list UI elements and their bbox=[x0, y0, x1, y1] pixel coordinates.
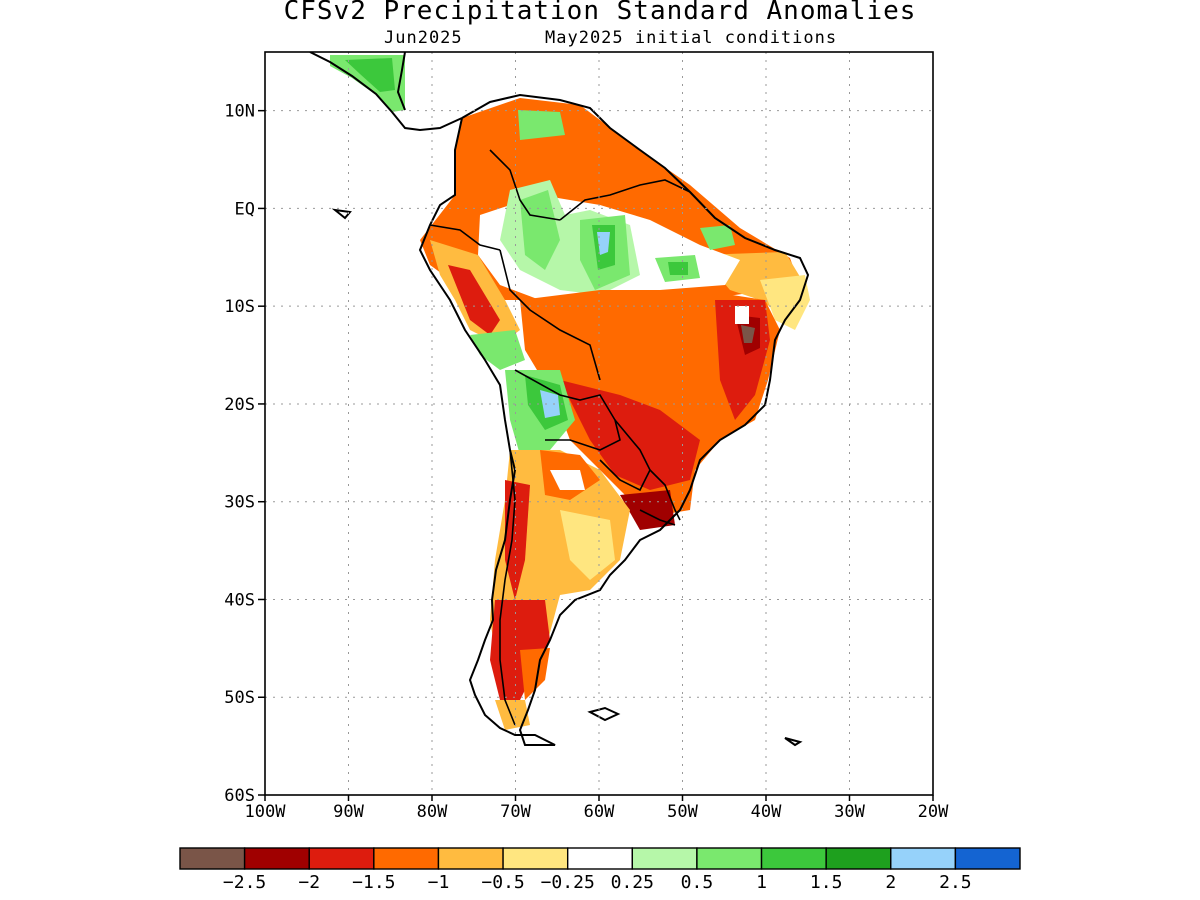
colorbar-label: 1.5 bbox=[810, 872, 843, 893]
colorbar-swatch bbox=[631, 847, 698, 870]
falkland-islands bbox=[587, 706, 621, 722]
border-argentina-chile bbox=[499, 449, 516, 726]
lon-tick-label: 60W bbox=[584, 802, 615, 822]
anomaly-amazon-wet bbox=[520, 190, 560, 270]
lat-tick-label: EQ bbox=[235, 199, 255, 219]
colorbar-swatch bbox=[760, 847, 827, 870]
lat-tick-label: 20S bbox=[224, 395, 255, 415]
central-america-coast bbox=[309, 52, 463, 132]
colorbar-swatch bbox=[179, 847, 246, 870]
south-georgia bbox=[784, 737, 803, 747]
anomaly-coast-yellow bbox=[760, 275, 810, 330]
border-venezuela-brazil bbox=[559, 179, 691, 221]
colorbar-swatch bbox=[437, 847, 504, 870]
anomaly-missing-cell bbox=[735, 306, 749, 324]
lat-tick-label: 10S bbox=[224, 297, 255, 317]
colorbar: −2.5 −2 −1.5 −1 −0.5 −0.25 0.25 0.5 1 1.5 2 2.5 bbox=[179, 847, 1021, 893]
anomaly-ne-coast-wet bbox=[700, 225, 735, 250]
lon-tick-label: 80W bbox=[417, 802, 448, 822]
colorbar-swatch bbox=[502, 847, 569, 870]
forecast-month: Jun2025 bbox=[384, 28, 463, 48]
colorbar-swatch bbox=[373, 847, 440, 870]
colorbar-label: −0.5 bbox=[481, 872, 524, 893]
colorbar-swatch bbox=[566, 847, 634, 870]
galapagos bbox=[331, 208, 352, 220]
anomaly-amazon-max bbox=[597, 232, 610, 255]
border-colombia-venezuela bbox=[489, 149, 561, 221]
anomaly-brazil-dry bbox=[520, 290, 780, 515]
border-paraguay bbox=[599, 419, 651, 492]
colorbar-label: 0.25 bbox=[611, 872, 654, 893]
lat-tick-label: 50S bbox=[224, 688, 255, 708]
colorbar-swatch bbox=[825, 847, 892, 870]
lon-tick-label: 40W bbox=[751, 802, 782, 822]
colorbar-swatch bbox=[954, 847, 1021, 870]
colorbar-label: 1 bbox=[756, 872, 767, 893]
colorbar-label: −2 bbox=[298, 872, 320, 893]
anomaly-brazil-very-dry bbox=[560, 380, 700, 490]
initial-conditions: May2025 initial conditions bbox=[545, 28, 838, 48]
anomaly-central-america-core bbox=[345, 58, 395, 92]
anomaly-patagonia-orange bbox=[520, 648, 550, 700]
coastline bbox=[309, 52, 810, 747]
colorbar-label: 2.5 bbox=[939, 872, 972, 893]
anomaly-peru-wet bbox=[470, 330, 525, 370]
colorbar-label: −0.25 bbox=[541, 872, 595, 893]
lat-tick-label: 40S bbox=[224, 590, 255, 610]
anomaly-venezuela-wet bbox=[518, 110, 565, 140]
south-america-coast bbox=[418, 93, 810, 746]
anomaly-pampas-light bbox=[560, 510, 615, 580]
colorbar-label: 2 bbox=[885, 872, 896, 893]
colorbar-swatch bbox=[890, 847, 957, 870]
anomaly-tierra-del-fuego bbox=[495, 700, 530, 730]
lon-tick-label: 100W bbox=[245, 802, 287, 822]
map-title: CFSv2 Precipitation Standard Anomalies bbox=[283, 0, 917, 26]
colorbar-label: −1 bbox=[428, 872, 450, 893]
lon-tick-label: 50W bbox=[667, 802, 698, 822]
lat-tick-label: 30S bbox=[224, 493, 255, 513]
colorbar-label: 0.5 bbox=[681, 872, 714, 893]
border-ecuador-peru bbox=[429, 224, 501, 251]
anomaly-ne-brazil-max bbox=[741, 325, 755, 343]
anomaly-bolivia-max bbox=[540, 390, 560, 418]
lat-tick-label: 60S bbox=[224, 786, 255, 806]
border-peru-brazil bbox=[499, 249, 601, 381]
lon-tick-label: 30W bbox=[834, 802, 865, 822]
lon-tick-label: 90W bbox=[333, 802, 364, 822]
lon-tick-label: 70W bbox=[500, 802, 531, 822]
colorbar-label: −2.5 bbox=[223, 872, 266, 893]
colorbar-label: −1.5 bbox=[352, 872, 395, 893]
country-borders bbox=[429, 149, 691, 726]
anomaly-peru-very-dry bbox=[448, 265, 500, 335]
anomaly-chile-dry bbox=[505, 480, 530, 600]
colorbar-swatch bbox=[243, 847, 310, 870]
lon-tick-label: 20W bbox=[918, 802, 949, 822]
anomaly-east-wet-core bbox=[668, 262, 688, 275]
border-uruguay bbox=[639, 509, 676, 526]
anomaly-shading bbox=[330, 55, 810, 730]
colorbar-swatch bbox=[696, 847, 763, 870]
colorbar-swatch bbox=[308, 847, 375, 870]
central-america-caribbean-coast bbox=[396, 52, 406, 111]
border-argentina-brazil bbox=[649, 469, 681, 521]
lat-tick-label: 10N bbox=[224, 102, 255, 122]
anomaly-argentina-neutral bbox=[550, 470, 585, 490]
